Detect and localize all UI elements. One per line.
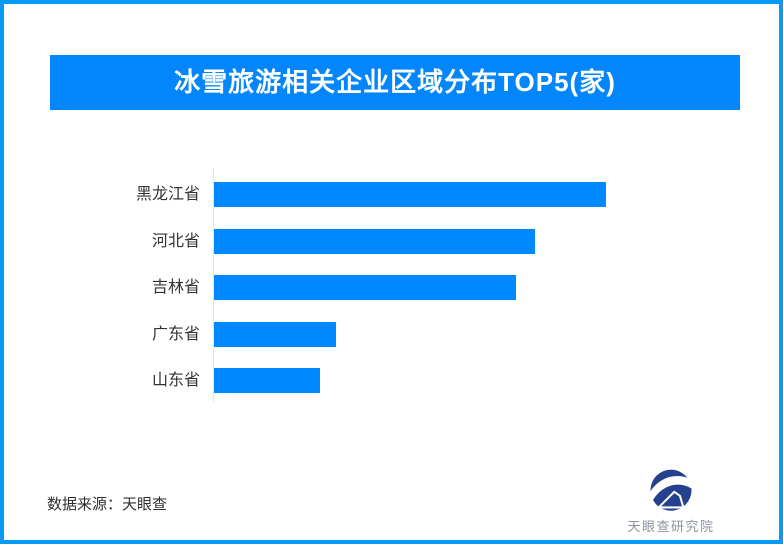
category-label: 山东省: [151, 372, 200, 389]
bar-row: 河北省: [4, 228, 779, 254]
data-source-label: 数据来源：天眼查: [47, 496, 168, 513]
bar-1: [214, 182, 606, 207]
bar-4: [214, 321, 336, 347]
bar-row: 黑龙江省: [4, 182, 779, 207]
brand-logo-text: 天眼查研究院: [627, 519, 715, 534]
category-label: 河北省: [151, 232, 200, 250]
bar-3: [214, 275, 516, 300]
chart-title-banner: 冰雪旅游相关企业区域分布TOP5(家): [50, 55, 740, 110]
bar-chart: 黑龙江省河北省吉林省广东省山东省: [4, 168, 779, 404]
bar-row: 山东省: [4, 368, 779, 393]
tianyancha-logo-icon: [648, 469, 698, 511]
brand-logo: 天眼查研究院: [616, 468, 726, 535]
bar-row: 吉林省: [4, 275, 779, 300]
bar-5: [214, 368, 320, 393]
bar-row: 广东省: [4, 321, 779, 347]
category-label: 吉林省: [151, 279, 200, 296]
y-axis-line: [213, 168, 214, 402]
chart-title: 冰雪旅游相关企业区域分布TOP5(家): [174, 67, 616, 97]
category-label: 广东省: [151, 325, 200, 343]
category-label: 黑龙江省: [135, 186, 200, 203]
bar-2: [214, 228, 535, 254]
